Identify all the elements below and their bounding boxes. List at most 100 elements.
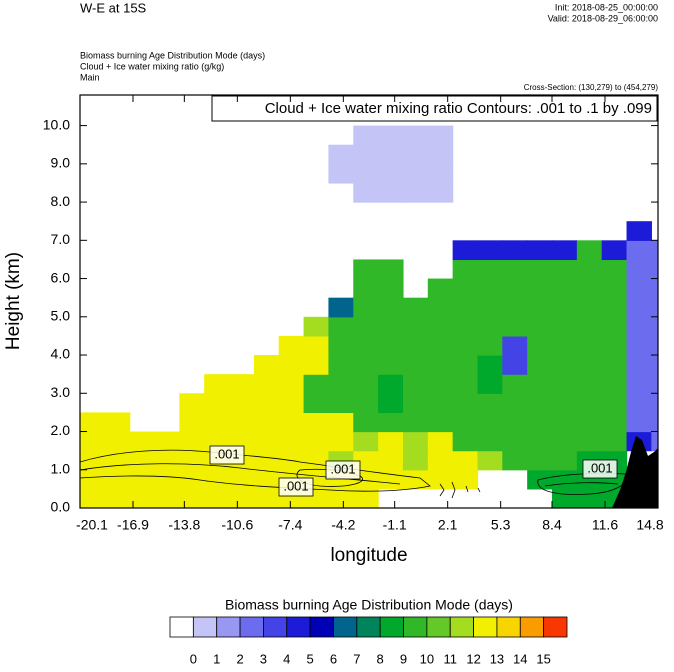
x-tick-label: 2.1 xyxy=(438,517,458,533)
field-cell xyxy=(179,393,205,413)
field-cell xyxy=(229,374,255,394)
field-cell xyxy=(253,431,280,452)
field-cell xyxy=(601,278,628,299)
field-cell xyxy=(527,355,553,375)
field-cell xyxy=(402,297,429,318)
y-tick-label: 5.0 xyxy=(51,307,71,323)
field-label: Main xyxy=(80,72,100,82)
field-cell xyxy=(229,393,255,413)
field-cell xyxy=(229,488,255,508)
field-cell xyxy=(353,431,379,452)
field-cell xyxy=(651,374,658,394)
field-cell xyxy=(477,335,503,356)
field-cell xyxy=(204,412,230,433)
field-cell xyxy=(502,335,528,356)
y-tick-label: 8.0 xyxy=(51,193,71,209)
y-axis-label: Height (km) xyxy=(3,252,24,350)
field-cell xyxy=(576,259,603,280)
field-cell xyxy=(104,431,131,452)
field-cell xyxy=(278,412,305,433)
field-cell xyxy=(427,125,454,146)
colorbar-box xyxy=(169,616,194,638)
colorbar-label: 13 xyxy=(490,651,504,666)
field-cell xyxy=(80,431,106,452)
field-cell xyxy=(80,412,106,433)
colorbar-box xyxy=(403,616,428,638)
field-cell xyxy=(576,297,603,318)
field-cell xyxy=(552,374,578,394)
colorbar-label: 12 xyxy=(466,651,480,666)
field-cell xyxy=(601,431,628,452)
field-cell xyxy=(576,431,603,452)
colorbar-box xyxy=(216,616,241,638)
field-cell xyxy=(601,335,628,356)
y-tick-label: 4.0 xyxy=(51,346,71,362)
field-cell xyxy=(651,240,658,261)
field-cell xyxy=(104,412,131,433)
field-cell xyxy=(179,431,205,452)
field-cell xyxy=(378,469,404,490)
field-cell xyxy=(378,259,404,280)
field-cell xyxy=(626,259,652,280)
field-cell xyxy=(552,278,578,299)
field-cell xyxy=(576,316,603,337)
field-cell xyxy=(303,335,330,356)
field-cell xyxy=(552,469,578,490)
field-cell xyxy=(402,316,429,337)
field-cell xyxy=(552,355,578,375)
field-cell xyxy=(154,450,180,471)
contour-title-box xyxy=(211,95,658,122)
field-cell xyxy=(601,374,628,394)
field-cell xyxy=(328,144,354,165)
field-cell xyxy=(353,278,379,299)
field-cell xyxy=(502,316,528,337)
colorbar-box xyxy=(496,616,521,638)
field-cell xyxy=(402,163,429,184)
field-cell xyxy=(552,335,578,356)
field-cell xyxy=(527,240,553,261)
field-cell xyxy=(502,431,528,452)
field-cell xyxy=(253,393,280,413)
field-cell xyxy=(378,412,404,433)
colorbar-box xyxy=(473,616,498,638)
field-cell xyxy=(328,297,354,318)
field-cell xyxy=(576,335,603,356)
field-cell xyxy=(527,412,553,433)
field-cell xyxy=(576,374,603,394)
field-cell xyxy=(328,374,354,394)
contour-line xyxy=(544,482,619,487)
field-cell xyxy=(427,163,454,184)
field-cell xyxy=(552,450,578,471)
field-cell xyxy=(402,335,429,356)
init-time: Init: 2018-08-25_00:00:00 xyxy=(555,2,658,12)
x-axis-label: longitude xyxy=(330,545,407,566)
field-cell xyxy=(576,488,603,508)
field-cell xyxy=(303,393,330,413)
field-cell xyxy=(353,374,379,394)
field-cell xyxy=(552,297,578,318)
field-cell xyxy=(402,450,429,471)
field-cell xyxy=(651,393,658,413)
field-cell xyxy=(303,355,330,375)
field-cell xyxy=(502,355,528,375)
field-cell xyxy=(328,163,354,184)
x-tick-label: -4.2 xyxy=(331,517,355,533)
field-cell xyxy=(552,488,578,508)
y-tick-label: 9.0 xyxy=(51,155,71,171)
colorbar-box xyxy=(449,616,474,638)
field-cell xyxy=(651,278,658,299)
x-tick-label: -10.6 xyxy=(221,517,253,533)
x-tick-label: -1.1 xyxy=(383,517,407,533)
field-cell xyxy=(204,469,230,490)
colorbar-box xyxy=(286,616,311,638)
field-cell xyxy=(452,469,479,490)
field-cell xyxy=(353,355,379,375)
field-cell xyxy=(527,297,553,318)
field-cell xyxy=(427,297,454,318)
field-cell xyxy=(80,469,106,490)
field-cell xyxy=(427,144,454,165)
y-tick-label: 3.0 xyxy=(51,384,71,400)
colorbar-label: 8 xyxy=(377,651,384,666)
field-cell xyxy=(402,374,429,394)
field-cell xyxy=(353,297,379,318)
